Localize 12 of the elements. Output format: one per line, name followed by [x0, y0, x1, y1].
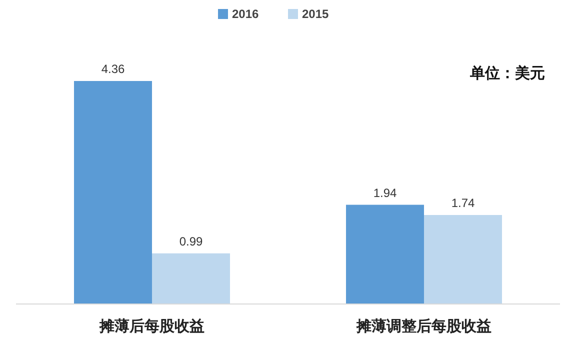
bar: [74, 81, 152, 304]
legend-label: 2015: [302, 7, 330, 21]
data-label: 1.74: [451, 196, 475, 210]
bar: [424, 215, 502, 304]
data-label: 4.36: [101, 62, 125, 76]
bar: [346, 204, 424, 304]
data-label: 0.99: [179, 234, 203, 248]
x-tick-label: 摊薄后每股收益: [98, 318, 204, 335]
x-tick-label: 摊薄调整后每股收益: [356, 318, 492, 335]
bar: [152, 253, 230, 304]
legend-label: 2016: [232, 7, 260, 21]
annotation: 单位：美元: [469, 64, 545, 82]
